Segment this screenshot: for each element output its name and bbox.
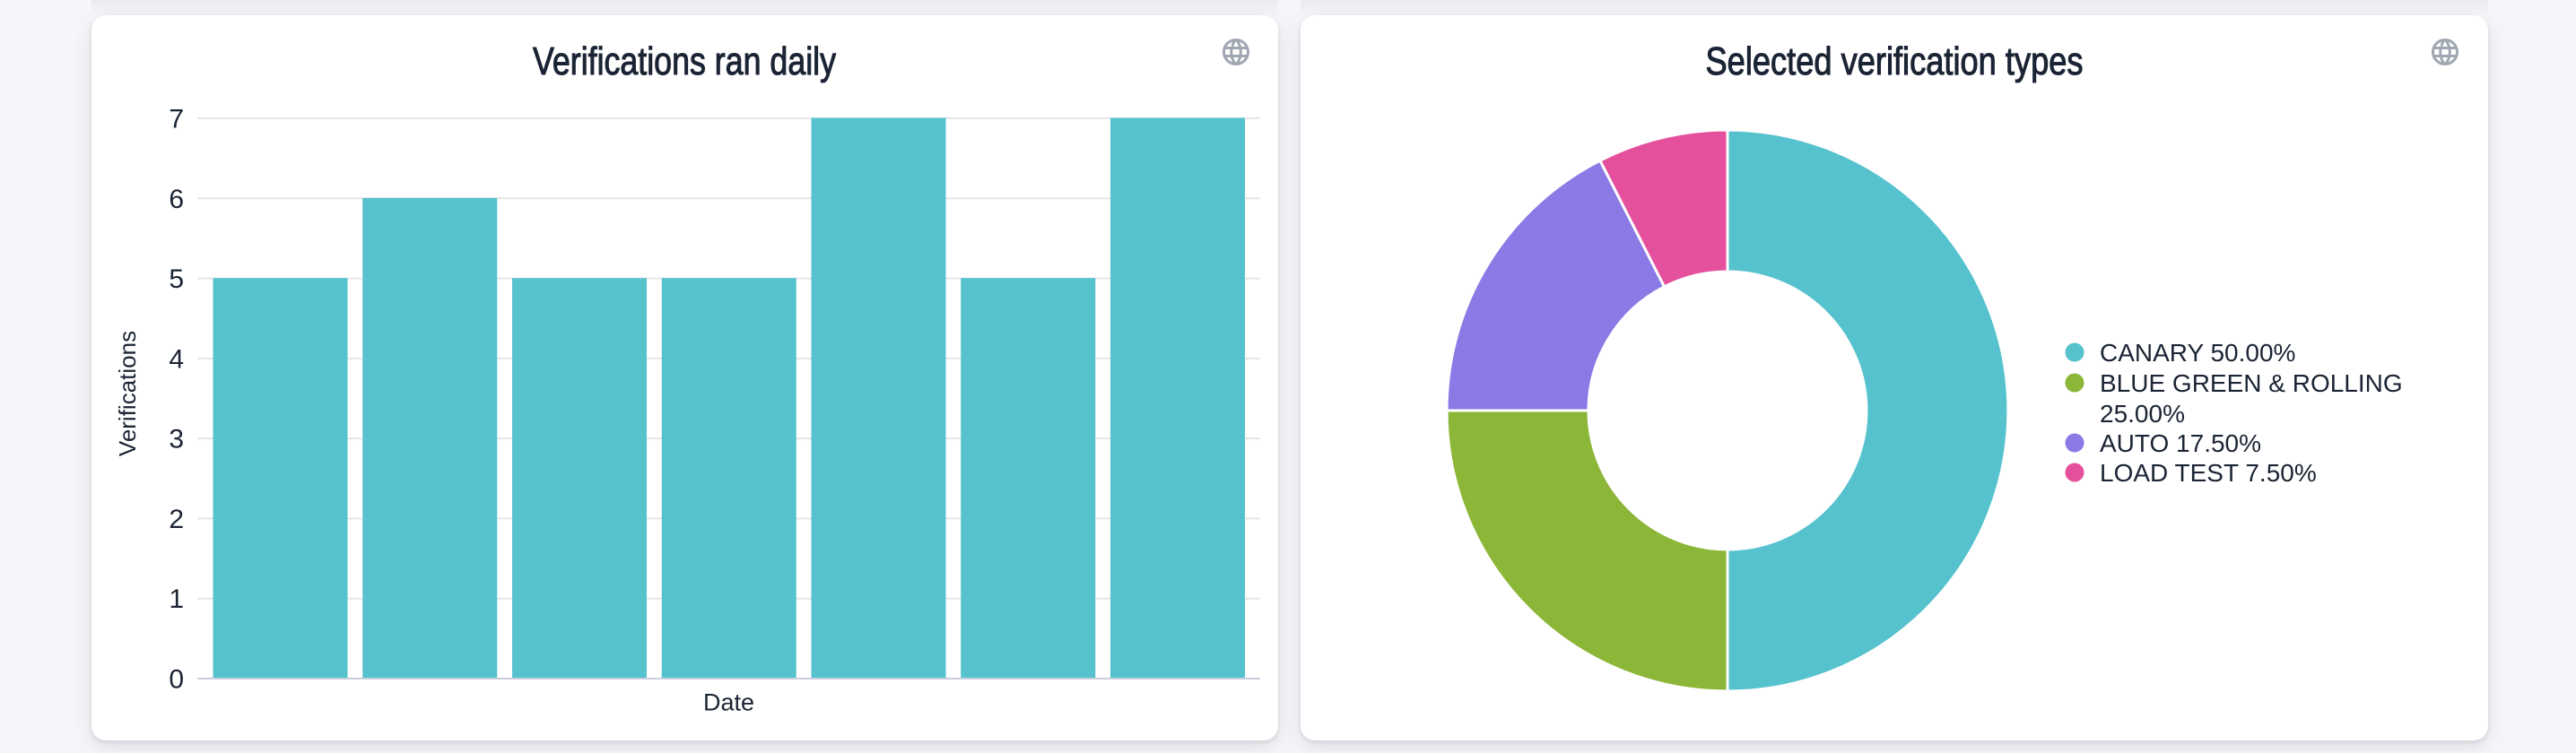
svg-text:5: 5 [169,264,184,294]
svg-text:Selected verification types: Selected verification types [1706,39,2084,83]
svg-text:LOAD TEST 7.50%: LOAD TEST 7.50% [2100,459,2317,487]
svg-text:Verifications ran daily: Verifications ran daily [533,39,836,83]
svg-text:AUTO 17.50%: AUTO 17.50% [2100,429,2261,457]
svg-text:4: 4 [169,344,184,374]
svg-text:BLUE GREEN & ROLLING: BLUE GREEN & ROLLING [2100,369,2403,397]
svg-text:6: 6 [169,185,184,214]
svg-text:1: 1 [169,584,184,614]
svg-text:CANARY 50.00%: CANARY 50.00% [2100,339,2295,367]
svg-text:7: 7 [169,104,184,134]
svg-text:Verifications: Verifications [114,331,141,456]
svg-text:Date: Date [703,689,754,716]
svg-text:25.00%: 25.00% [2100,400,2185,428]
svg-text:0: 0 [169,665,184,695]
svg-text:2: 2 [169,505,184,534]
svg-text:3: 3 [169,425,184,454]
